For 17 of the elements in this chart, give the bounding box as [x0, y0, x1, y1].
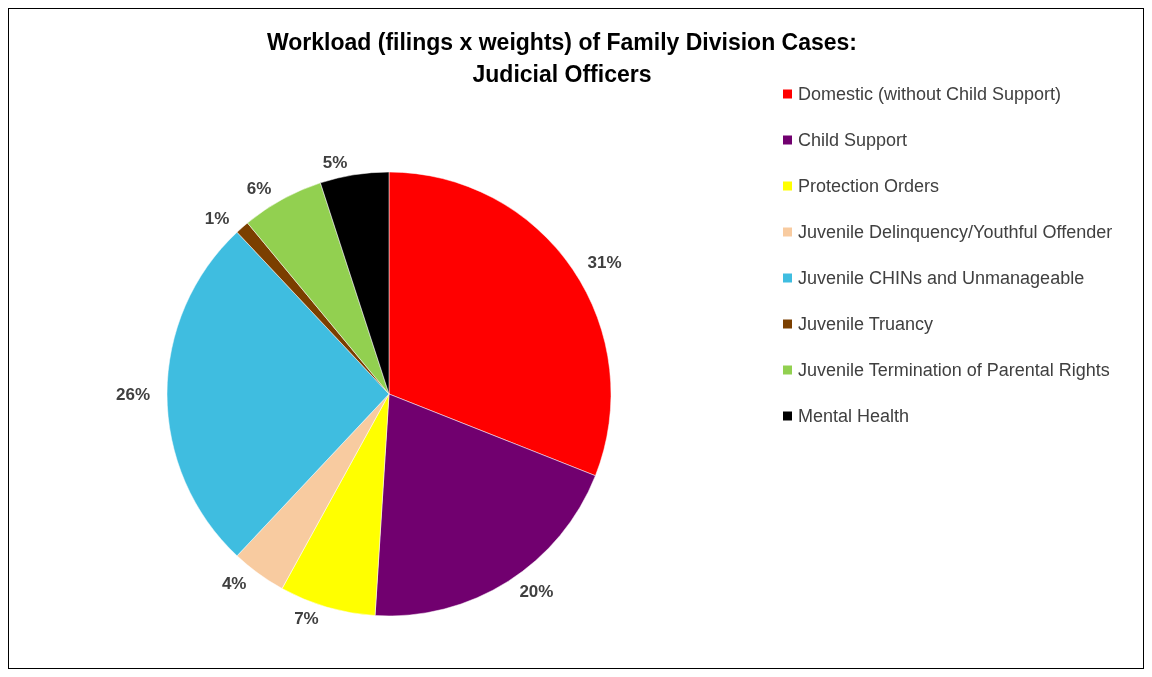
legend-label: Mental Health: [798, 406, 910, 426]
data-label: 6%: [246, 179, 272, 199]
data-label: 26%: [115, 384, 150, 404]
data-label: 1%: [204, 208, 230, 228]
legend-label: Protection Orders: [798, 176, 940, 196]
legend-label: Domestic (without Child Support): [798, 84, 1062, 104]
legend-label: Child Support: [798, 130, 908, 150]
data-label: 20%: [519, 582, 554, 602]
legend-label: Juvenile CHINs and Unmanageable: [798, 268, 1085, 288]
chart-title: Workload (filings x weights) of Family Division Cases: Judicial Officers: [266, 29, 858, 87]
data-label: 31%: [587, 252, 622, 272]
data-label: 4%: [221, 573, 247, 593]
data-label: 5%: [322, 153, 348, 173]
legend-label: Juvenile Termination of Parental Rights: [798, 360, 1110, 380]
legend-label: Juvenile Delinquency/Youthful Offender: [798, 222, 1113, 242]
legend-label: Juvenile Truancy: [798, 314, 934, 334]
data-label: 7%: [294, 609, 319, 629]
